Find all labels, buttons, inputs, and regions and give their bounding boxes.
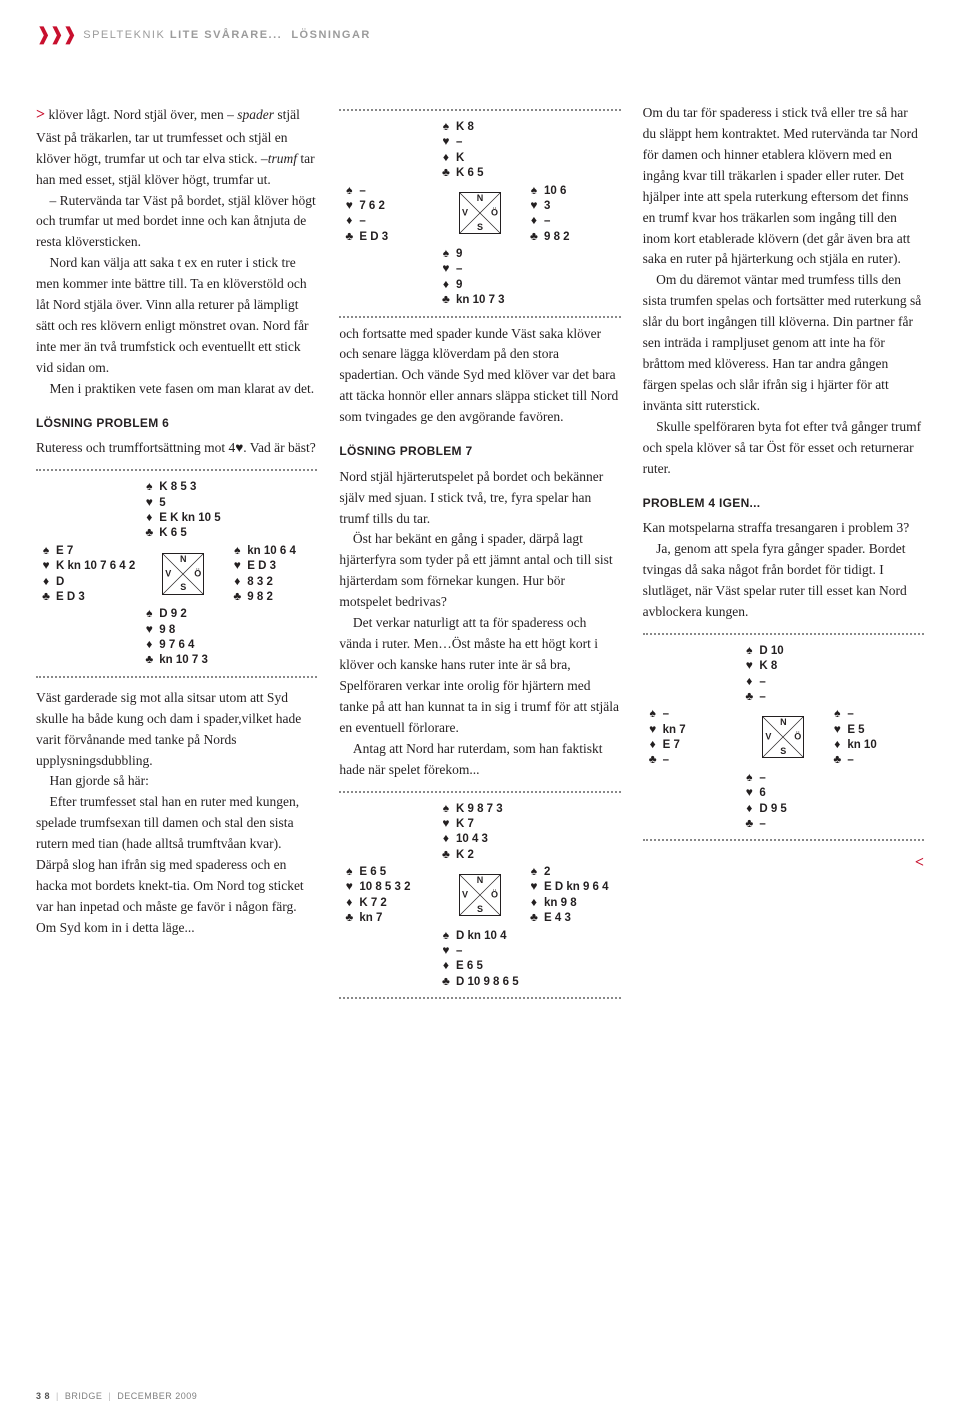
caret-icon: > bbox=[36, 106, 45, 123]
bridge-hand-diagram-4: ♠D 10♥K 8♦–♣– ♠–♥kn 7♦E 7♣– NSVÖ ♠–♥E 5♦… bbox=[643, 633, 924, 842]
body-text: Öst har bekänt en gång i spader, därpå l… bbox=[339, 529, 620, 613]
section-heading: LÖSNING PROBLEM 6 bbox=[36, 414, 317, 433]
bridge-hand-diagram-2: ♠K 8♥–♦K♣K 6 5 ♠–♥7 6 2♦–♣E D 3 NSVÖ ♠10… bbox=[339, 109, 620, 318]
body-text: – Rutervända tar Väst på bordet, stjäl k… bbox=[36, 191, 317, 254]
hand-south: ♠D kn 10 4♥–♦E 6 5♣D 10 9 8 6 5 bbox=[440, 928, 520, 990]
page-footer: 3 8 | BRIDGE | DECEMBER 2009 bbox=[36, 1391, 197, 1401]
body-text: Men i praktiken vete fasen om man klarat… bbox=[36, 379, 317, 400]
body-text: Väst garderade sig mot alla sitsar utom … bbox=[36, 688, 317, 772]
compass-box: NSVÖ bbox=[459, 192, 501, 234]
hand-west: ♠E 7♥K kn 10 7 6 4 2♦D♣E D 3 bbox=[40, 543, 135, 605]
hand-south: ♠–♥6♦D 9 5♣– bbox=[743, 770, 823, 832]
body-text: Om du däremot väntar med trumfess tills … bbox=[643, 270, 924, 416]
bridge-hand-diagram-1: ♠K 8 5 3♥5♦E K kn 10 5♣K 6 5 ♠E 7♥K kn 1… bbox=[36, 469, 317, 678]
column-2: ♠K 8♥–♦K♣K 6 5 ♠–♥7 6 2♦–♣E D 3 NSVÖ ♠10… bbox=[339, 103, 620, 1009]
header-sub: LITE SVÅRARE... bbox=[170, 29, 282, 41]
hand-west: ♠–♥7 6 2♦–♣E D 3 bbox=[343, 183, 388, 245]
hand-north: ♠K 8 5 3♥5♦E K kn 10 5♣K 6 5 bbox=[143, 479, 223, 541]
compass-box: NSVÖ bbox=[762, 716, 804, 758]
section-heading: LÖSNING PROBLEM 7 bbox=[339, 442, 620, 461]
page-number: 3 8 bbox=[36, 1391, 50, 1401]
body-text: Ruteress och trumffortsättning mot 4♥. V… bbox=[36, 438, 317, 459]
body-text: Nord stjäl hjärterutspelet på bordet och… bbox=[339, 467, 620, 530]
body-text: Om du tar för spaderess i stick två elle… bbox=[643, 103, 924, 270]
body-text: Efter trumfesset stal han en ruter med k… bbox=[36, 792, 317, 938]
body-text: och fortsatte med spader kunde Väst saka… bbox=[339, 324, 620, 429]
hand-north: ♠K 9 8 7 3♥K 7♦10 4 3♣K 2 bbox=[440, 801, 520, 863]
body-text: Han gjorde så här: bbox=[36, 771, 317, 792]
body-text: Det verkar naturligt att ta för spaderes… bbox=[339, 613, 620, 739]
body-text: Kan motspelarna straffa tresangaren i pr… bbox=[643, 518, 924, 539]
end-caret-icon: < bbox=[643, 851, 924, 876]
header-tail: LÖSNINGAR bbox=[291, 29, 371, 41]
column-3: Om du tar för spaderess i stick två elle… bbox=[643, 103, 924, 1009]
hand-north: ♠K 8♥–♦K♣K 6 5 bbox=[440, 119, 520, 181]
body-italic: trumf bbox=[268, 151, 297, 166]
hand-west: ♠–♥kn 7♦E 7♣– bbox=[647, 706, 686, 768]
hand-east: ♠10 6♥3♦–♣9 8 2 bbox=[528, 183, 570, 245]
body-text: Antag att Nord har ruterdam, som han fak… bbox=[339, 739, 620, 781]
section-heading: PROBLEM 4 IGEN... bbox=[643, 494, 924, 513]
hand-north: ♠D 10♥K 8♦–♣– bbox=[743, 643, 823, 705]
body-text: klöver lågt. Nord stjäl över, men bbox=[49, 107, 228, 122]
footer-mag: BRIDGE bbox=[65, 1391, 103, 1401]
hand-south: ♠D 9 2♥9 8♦9 7 6 4♣kn 10 7 3 bbox=[143, 606, 223, 668]
compass-box: NSVÖ bbox=[459, 874, 501, 916]
column-1: > klöver lågt. Nord stjäl över, men – sp… bbox=[36, 103, 317, 1009]
hand-west: ♠E 6 5♥10 8 5 3 2♦K 7 2♣kn 7 bbox=[343, 864, 410, 926]
body-italic: – spader bbox=[227, 107, 274, 122]
compass-box: NSVÖ bbox=[162, 553, 204, 595]
body-text: Skulle spelföraren byta fot efter två gå… bbox=[643, 417, 924, 480]
body-text: Ja, genom att spela fyra gånger spader. … bbox=[643, 539, 924, 623]
header-section: SPELTEKNIK bbox=[83, 29, 165, 41]
page-header: ❱❱❱ SPELTEKNIK LITE SVÅRARE... LÖSNINGAR bbox=[36, 24, 924, 45]
hand-east: ♠–♥E 5♦kn 10♣– bbox=[831, 706, 876, 768]
footer-date: DECEMBER 2009 bbox=[117, 1391, 197, 1401]
hand-east: ♠kn 10 6 4♥E D 3♦8 3 2♣9 8 2 bbox=[231, 543, 296, 605]
header-logo-icon: ❱❱❱ bbox=[36, 24, 75, 45]
body-text: Nord kan välja att saka t ex en ruter i … bbox=[36, 253, 317, 379]
hand-east: ♠2♥E D kn 9 6 4♦kn 9 8♣E 4 3 bbox=[528, 864, 609, 926]
bridge-hand-diagram-3: ♠K 9 8 7 3♥K 7♦10 4 3♣K 2 ♠E 6 5♥10 8 5 … bbox=[339, 791, 620, 1000]
content-columns: > klöver lågt. Nord stjäl över, men – sp… bbox=[36, 103, 924, 1009]
hand-south: ♠9♥–♦9♣kn 10 7 3 bbox=[440, 246, 520, 308]
